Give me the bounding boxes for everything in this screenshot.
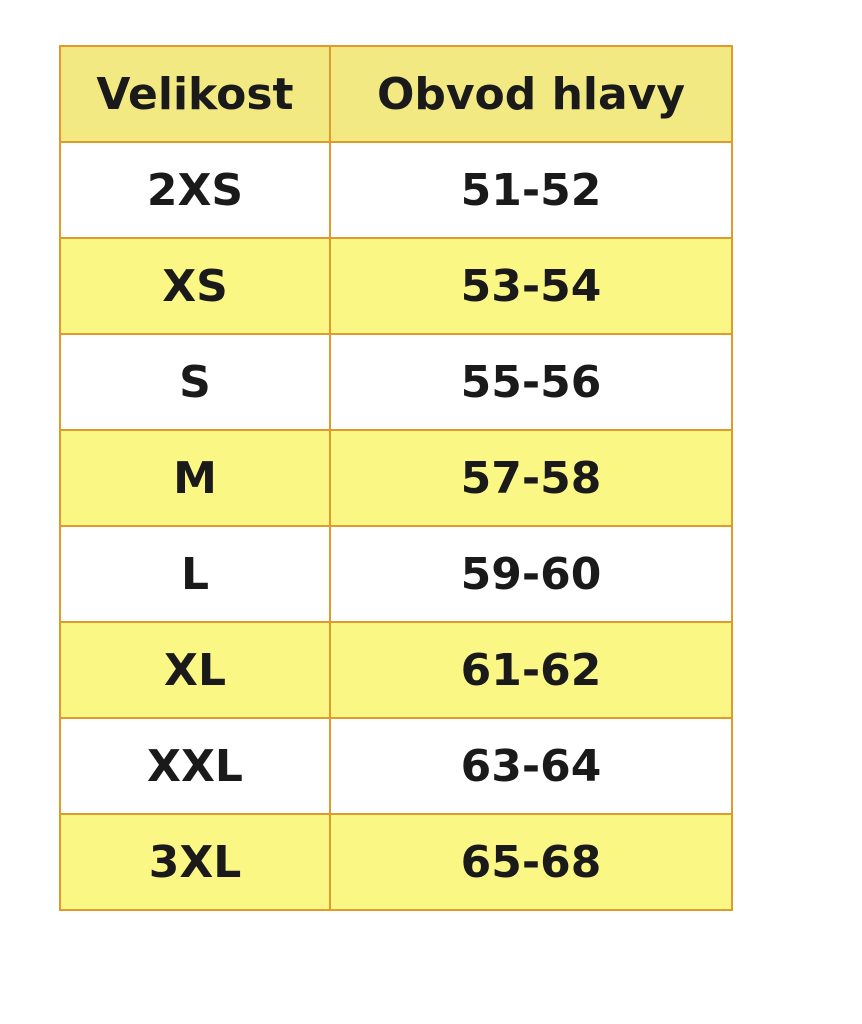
table-cell: 53-54 [329,237,733,335]
table-cell: 55-56 [329,333,733,431]
table-cell: XS [59,237,331,335]
table-cell: XXL [59,717,331,815]
table-body: 2XS 51-52 XS 53-54 S 55-56 M 57-58 L 59-60 XL 61-62… [59,141,733,911]
table-cell: 61-62 [329,621,733,719]
table-row: 2XS 51-52 [59,141,733,239]
table-row: XS 53-54 [59,237,733,335]
table-header: Velikost Obvod hlavy [59,45,733,143]
header-cell: Velikost [59,45,331,143]
table-cell: S [59,333,331,431]
table-cell: 51-52 [329,141,733,239]
table-cell: 59-60 [329,525,733,623]
table-cell: L [59,525,331,623]
table-row: M 57-58 [59,429,733,527]
header-cell: Obvod hlavy [329,45,733,143]
header-row: Velikost Obvod hlavy [59,45,733,143]
table-cell: 2XS [59,141,331,239]
table-row: 3XL 65-68 [59,813,733,911]
table-cell: 63-64 [329,717,733,815]
table-row: XXL 63-64 [59,717,733,815]
table-cell: M [59,429,331,527]
table-cell: 65-68 [329,813,733,911]
table-cell: 3XL [59,813,331,911]
table-row: S 55-56 [59,333,733,431]
table-cell: 57-58 [329,429,733,527]
table-row: XL 61-62 [59,621,733,719]
table-cell: XL [59,621,331,719]
table-row: L 59-60 [59,525,733,623]
size-table: Velikost Obvod hlavy 2XS 51-52 XS 53-54 S 55-5… [59,45,733,911]
